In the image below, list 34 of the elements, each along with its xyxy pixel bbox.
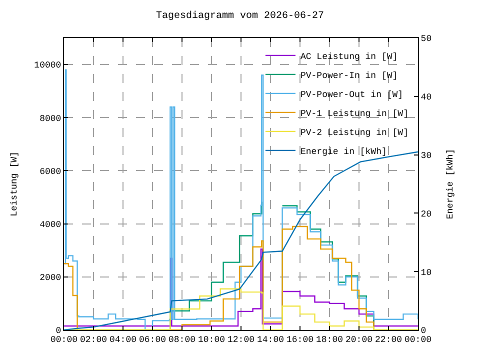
legend-label: PV-Power-In in [W] [300, 70, 398, 81]
legend-label: PV-Power-Out in [W] [300, 90, 404, 100]
x-tick-label: 16:00 [286, 334, 314, 345]
x-tick-label: 18:00 [316, 334, 344, 345]
x-tick-label: 10:00 [198, 334, 226, 345]
x-tick-label: 14:00 [256, 334, 284, 345]
y-tick-label: 4000 [40, 220, 62, 230]
legend-label: Energie in [kWh] [300, 146, 387, 157]
y2-axis-title: Energie [kWh] [445, 148, 456, 220]
legend-label: PV-1 Leistung in [W] [300, 108, 408, 119]
y2-tick-label: 30 [420, 150, 432, 161]
y-tick-label: 8000 [40, 114, 62, 124]
y2-tick-label: 10 [420, 268, 432, 278]
x-tick-label: 08:00 [168, 334, 196, 345]
x-tick-label: 00:00 [50, 334, 78, 345]
y-tick-label: 6000 [40, 166, 62, 177]
y2-tick-label: 0 [420, 326, 426, 336]
y2-tick-label: 50 [420, 34, 432, 44]
x-tick-label: 02:00 [80, 334, 108, 345]
y-axis-title: Leistung [W] [10, 152, 20, 216]
legend-label: PV-2 Leistung in [W] [300, 128, 408, 138]
x-tick-label: 00:00 [404, 334, 432, 345]
y2-tick-label: 20 [420, 209, 432, 220]
x-tick-label: 04:00 [109, 334, 137, 345]
legend-label: AC Leistung in [W] [300, 52, 398, 62]
y2-tick-label: 40 [420, 92, 432, 103]
x-tick-label: 12:00 [227, 334, 255, 345]
y-tick-label: 10000 [34, 60, 62, 71]
y-tick-label: 2000 [40, 273, 62, 284]
chart-title: Tagesdiagramm vom 2026-06-27 [156, 10, 324, 22]
x-tick-label: 06:00 [138, 334, 166, 345]
x-tick-label: 20:00 [345, 334, 373, 345]
y-tick-label: 0 [56, 326, 62, 336]
x-tick-label: 22:00 [374, 334, 402, 345]
